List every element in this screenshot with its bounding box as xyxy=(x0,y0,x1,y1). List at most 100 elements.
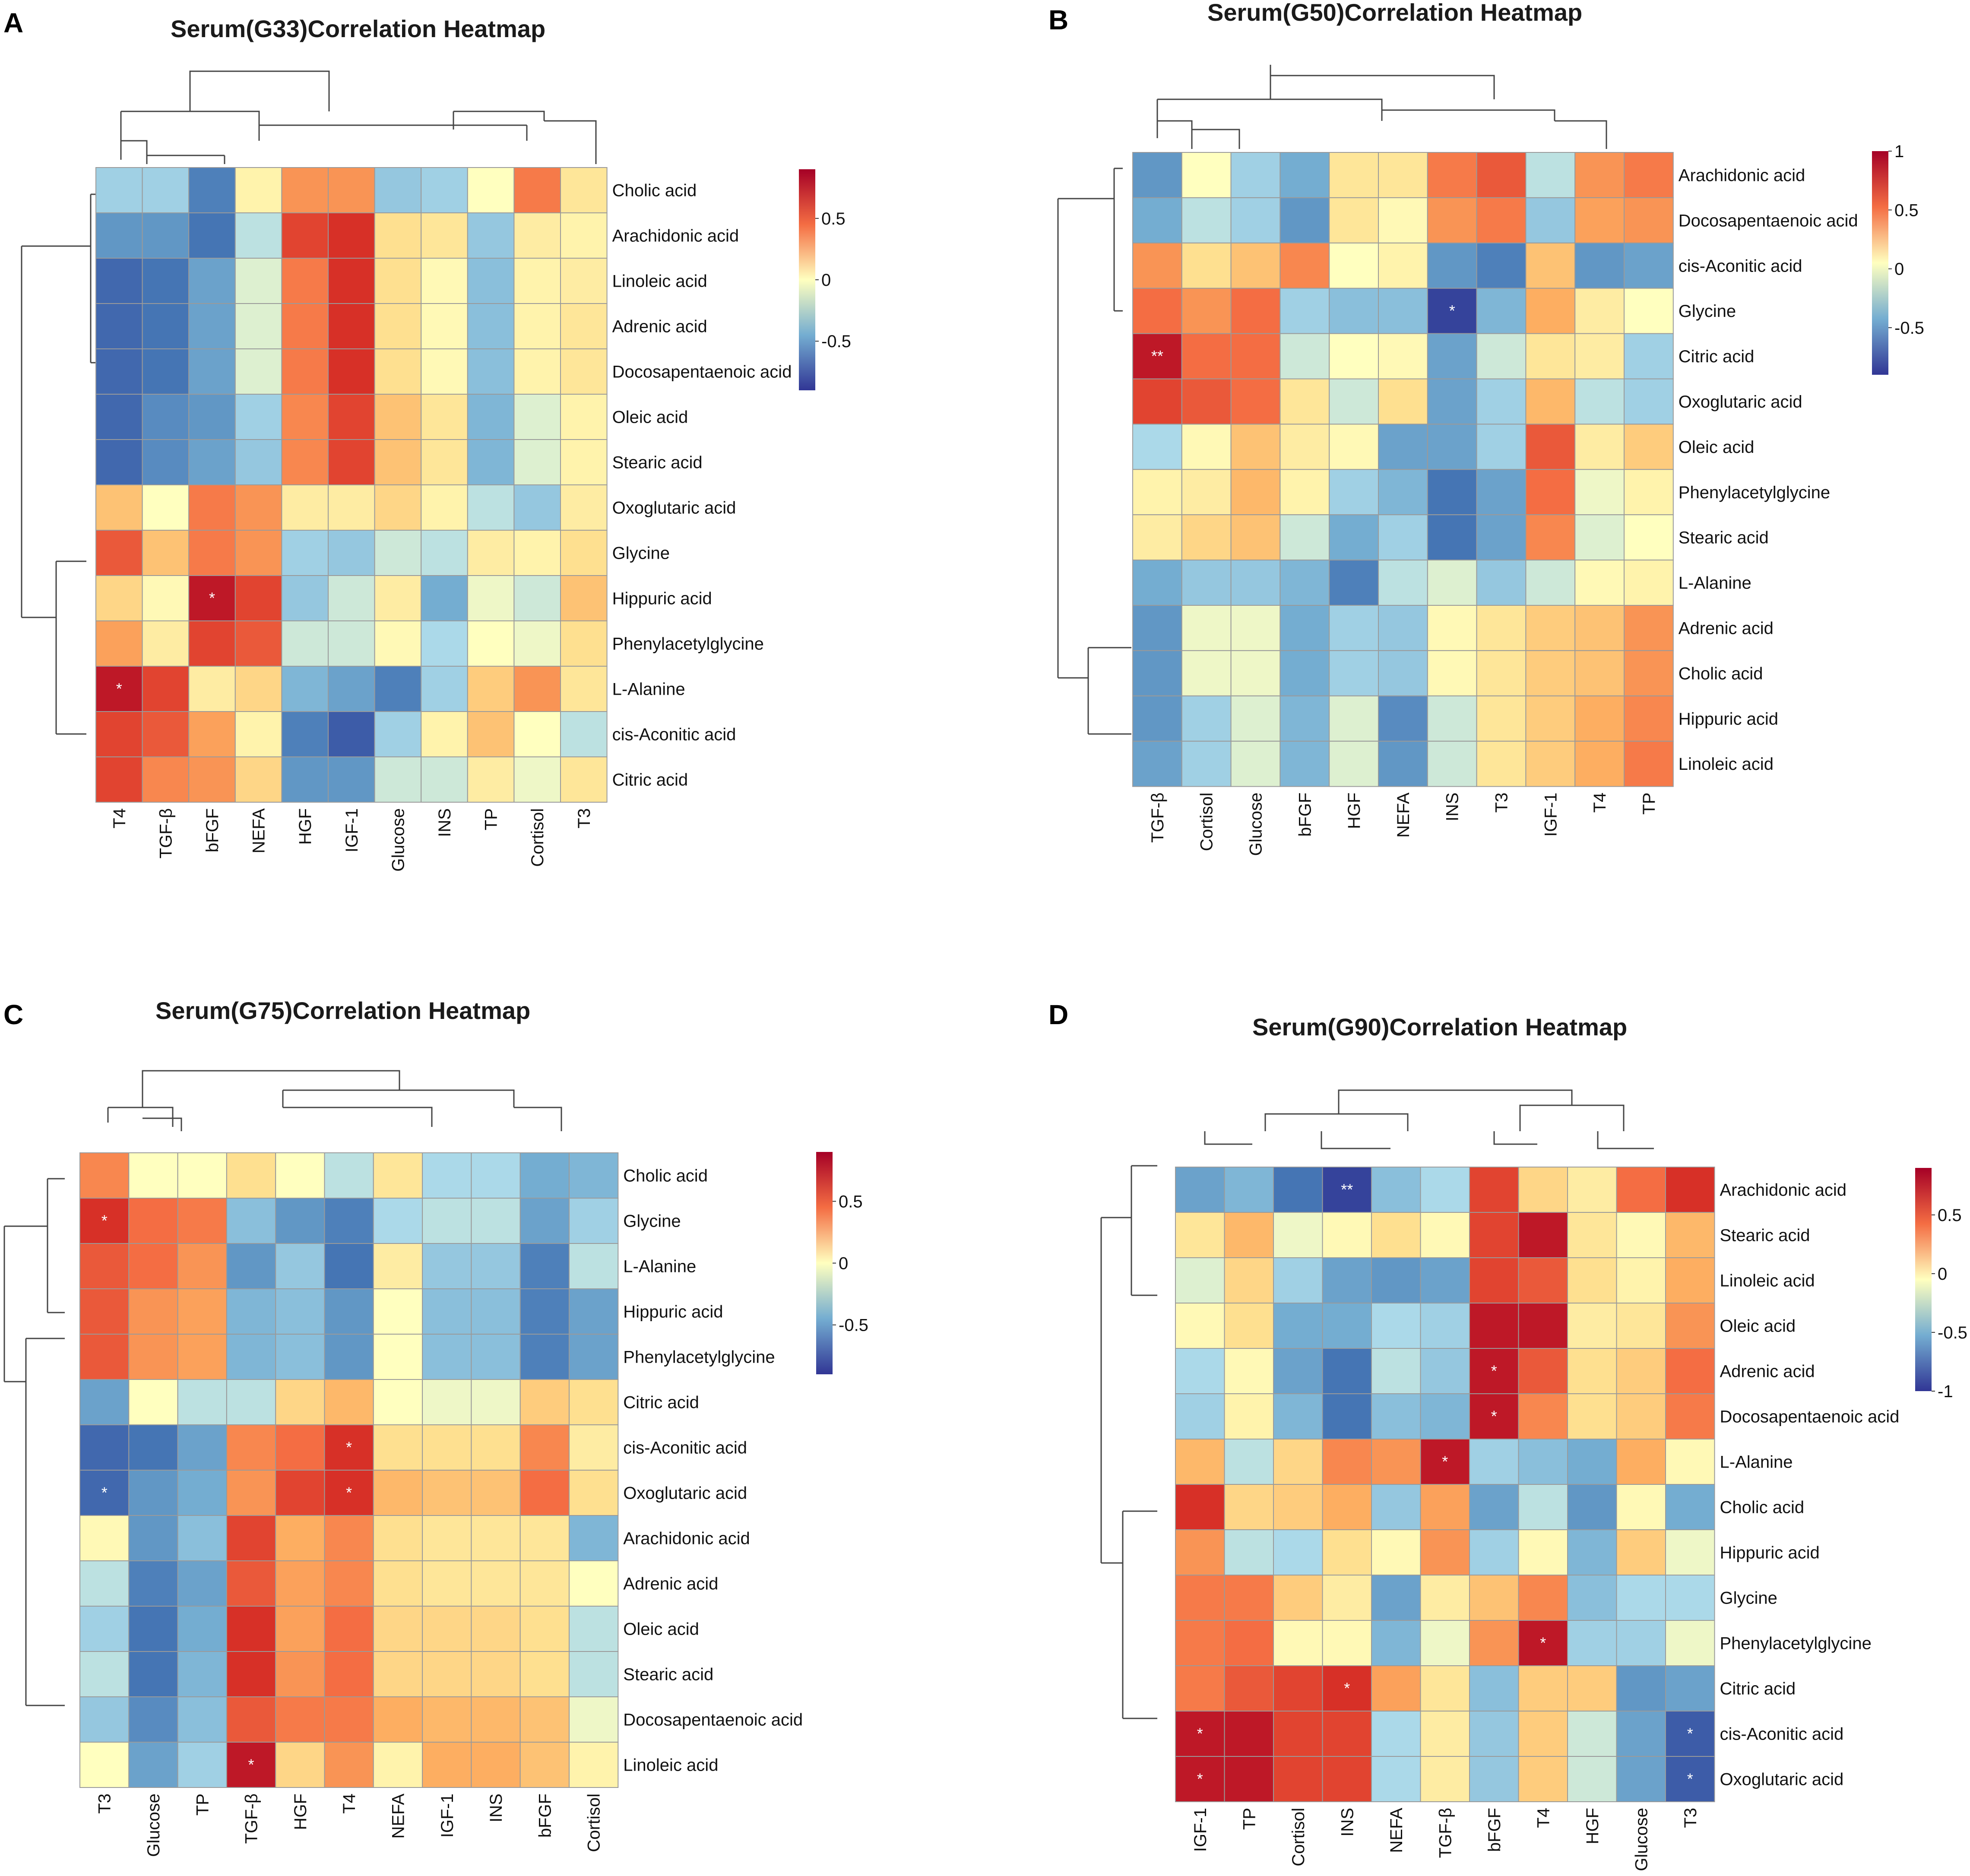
cell-glycine-igf-1 xyxy=(1175,1575,1225,1621)
cell-oleic-acid-hgf xyxy=(1567,1303,1617,1349)
cell-linoleic-acid-bfgf xyxy=(1280,740,1330,787)
cell-arachidonic-acid-tp xyxy=(177,1515,227,1561)
cell-citric-acid-t3 xyxy=(1665,1665,1715,1711)
cell-glycine-t3 xyxy=(560,530,608,576)
cell-hippuric-acid-ins xyxy=(421,575,468,621)
cell-l-alanine-nefa xyxy=(1371,1439,1421,1485)
cell-stearic-acid-ins xyxy=(1322,1212,1372,1258)
cell-cholic-acid-glucose xyxy=(128,1152,178,1199)
row-label-citric-acid: Citric acid xyxy=(1720,1680,1796,1699)
cell-arachidonic-acid-cortisol xyxy=(1273,1167,1323,1213)
cell-cholic-acid-nefa xyxy=(373,1152,423,1199)
cell-oleic-acid-ins xyxy=(421,394,468,440)
cell-phenylacetylglycine-glucose xyxy=(1616,1620,1666,1666)
column-label-hgf: HGF xyxy=(1583,1808,1602,1844)
cell-glycine-t3 xyxy=(1665,1575,1715,1621)
cell-stearic-acid-tp xyxy=(177,1651,227,1697)
cell-glycine-tgf-beta xyxy=(226,1198,276,1244)
cell-stearic-acid-t3 xyxy=(1665,1212,1715,1258)
legend-tick-label: 0.5 xyxy=(1894,201,1919,220)
color-legend-b: 1 0.5 0 -0.5 xyxy=(1872,142,1924,375)
cell-oleic-acid-nefa xyxy=(234,394,282,440)
color-legend-c: 0.5 0 -0.5 xyxy=(816,1152,868,1374)
row-labels-c: Cholic acid Glycine L-Alanine Hippuric acid… xyxy=(623,1167,803,1775)
cell-oxoglutaric-acid-igf-1 xyxy=(328,484,375,531)
row-label-arachidonic-acid: Arachidonic acid xyxy=(623,1529,750,1548)
cell-docosapentaenoic-acid-tp xyxy=(177,1696,227,1743)
cell-arachidonic-acid-glucose xyxy=(374,212,422,259)
cell-linoleic-acid-tp xyxy=(177,1742,227,1788)
cell-arachidonic-acid-bfgf xyxy=(1469,1167,1519,1213)
cell-arachidonic-acid-t3 xyxy=(79,1515,130,1561)
cell-cis-aconitic-acid-cortisol xyxy=(513,711,561,757)
cell-oxoglutaric-acid-nefa xyxy=(1378,378,1428,425)
column-label-t3: T3 xyxy=(575,808,594,829)
cell-citric-acid-glucose xyxy=(1616,1665,1666,1711)
significance-mark: * xyxy=(1687,1770,1693,1788)
cell-oleic-acid-t3 xyxy=(560,394,608,440)
row-label-citric-acid: Citric acid xyxy=(623,1393,699,1412)
cell-linoleic-acid-cortisol xyxy=(1273,1257,1323,1303)
row-label-phenylacetylglycine: Phenylacetylglycine xyxy=(623,1348,775,1367)
significance-mark: * xyxy=(116,680,122,698)
cell-linoleic-acid-igf-1 xyxy=(422,1742,472,1788)
cell-phenylacetylglycine-cortisol xyxy=(513,620,561,667)
column-label-glucose: Glucose xyxy=(1632,1808,1651,1871)
col-dendrogram-a xyxy=(120,70,597,164)
cell-phenylacetylglycine-nefa xyxy=(234,620,282,667)
cell-glycine-igf-1 xyxy=(1525,288,1576,334)
cell-arachidonic-acid-t4 xyxy=(1574,152,1625,198)
cell-arachidonic-acid-cortisol xyxy=(569,1515,619,1561)
cell-oxoglutaric-acid-ins xyxy=(421,484,468,531)
cell-l-alanine-cortisol xyxy=(1181,560,1232,606)
cell-adrenic-acid-t4 xyxy=(324,1560,374,1607)
column-label-tp: TP xyxy=(1640,793,1659,815)
cell-docosapentaenoic-acid-igf-1 xyxy=(1175,1393,1225,1439)
row-label-oxoglutaric-acid: Oxoglutaric acid xyxy=(1720,1770,1844,1789)
cell-stearic-acid-t4 xyxy=(1518,1212,1568,1258)
cell-citric-acid-tgf-beta xyxy=(1420,1665,1470,1711)
column-label-t4: T4 xyxy=(1590,793,1609,813)
cell-glycine-cortisol xyxy=(513,530,561,576)
column-label-nefa: NEFA xyxy=(1387,1808,1406,1853)
row-label-adrenic-acid: Adrenic acid xyxy=(1679,619,1774,638)
cell-cholic-acid-glucose xyxy=(1616,1484,1666,1530)
cell-oxoglutaric-acid-ins xyxy=(1322,1756,1372,1802)
row-label-stearic-acid: Stearic acid xyxy=(1679,528,1769,547)
cell-cholic-acid-bfgf xyxy=(1469,1484,1519,1530)
cell-arachidonic-acid-hgf xyxy=(1329,152,1379,198)
cell-citric-acid-hgf xyxy=(281,756,329,803)
cell-docosapentaenoic-acid-glucose xyxy=(374,348,422,395)
cell-hippuric-acid-igf-1 xyxy=(1525,695,1576,742)
cell-hippuric-acid-t4 xyxy=(1518,1529,1568,1575)
cell-linoleic-acid-cortisol xyxy=(569,1742,619,1788)
cell-arachidonic-acid-igf-1 xyxy=(328,212,375,259)
cell-phenylacetylglycine-glucose xyxy=(1230,469,1281,516)
cell-stearic-acid-nefa xyxy=(1378,514,1428,561)
cell-glycine-tgf-beta xyxy=(1132,288,1182,334)
cell-oleic-acid-nefa xyxy=(373,1606,423,1652)
row-dendrogram-c xyxy=(3,1178,65,1706)
cell-arachidonic-acid-hgf xyxy=(275,1515,325,1561)
cell-linoleic-acid-tp xyxy=(467,258,515,304)
cell-cis-aconitic-acid-nefa xyxy=(1378,242,1428,289)
cell-docosapentaenoic-acid-ins xyxy=(471,1696,521,1743)
cell-docosapentaenoic-acid-tp xyxy=(467,348,515,395)
cell-docosapentaenoic-acid-t4 xyxy=(324,1696,374,1743)
column-label-t4: T4 xyxy=(340,1794,359,1814)
column-label-igf-1: IGF-1 xyxy=(342,808,361,852)
cell-oxoglutaric-acid-igf-1 xyxy=(1175,1756,1225,1802)
cell-stearic-acid-t4 xyxy=(95,439,143,485)
column-label-nefa: NEFA xyxy=(1394,792,1413,838)
cell-citric-acid-igf-1 xyxy=(328,756,375,803)
cell-linoleic-acid-glucose xyxy=(128,1742,178,1788)
cell-cholic-acid-tp xyxy=(1224,1484,1274,1530)
cell-stearic-acid-bfgf xyxy=(1280,514,1330,561)
cell-cis-aconitic-acid-t4 xyxy=(95,711,143,757)
cell-phenylacetylglycine-cortisol xyxy=(1273,1620,1323,1666)
cell-linoleic-acid-tgf-beta xyxy=(142,258,190,304)
cell-citric-acid-glucose xyxy=(128,1379,178,1425)
cell-adrenic-acid-tgf-beta xyxy=(1420,1348,1470,1394)
cell-hippuric-acid-ins xyxy=(1322,1529,1372,1575)
significance-mark: * xyxy=(1491,1408,1497,1425)
